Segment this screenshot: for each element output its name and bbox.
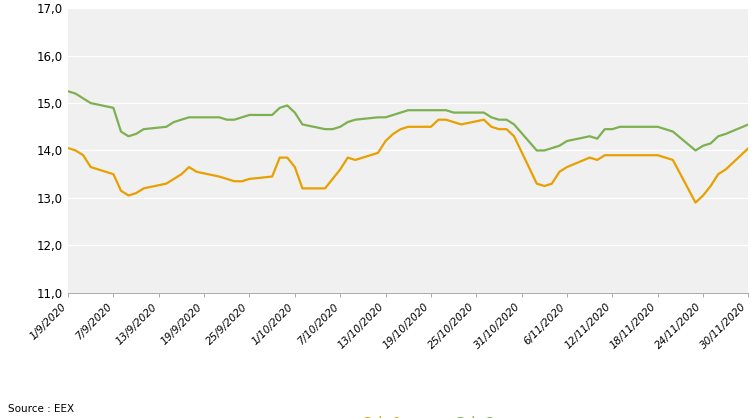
Legend: Cal+1, Cal+2: Cal+1, Cal+2 — [316, 410, 500, 418]
Line: Cal+2: Cal+2 — [68, 91, 748, 150]
Line: Cal+1: Cal+1 — [68, 120, 748, 203]
Text: Source : EEX: Source : EEX — [8, 404, 73, 414]
